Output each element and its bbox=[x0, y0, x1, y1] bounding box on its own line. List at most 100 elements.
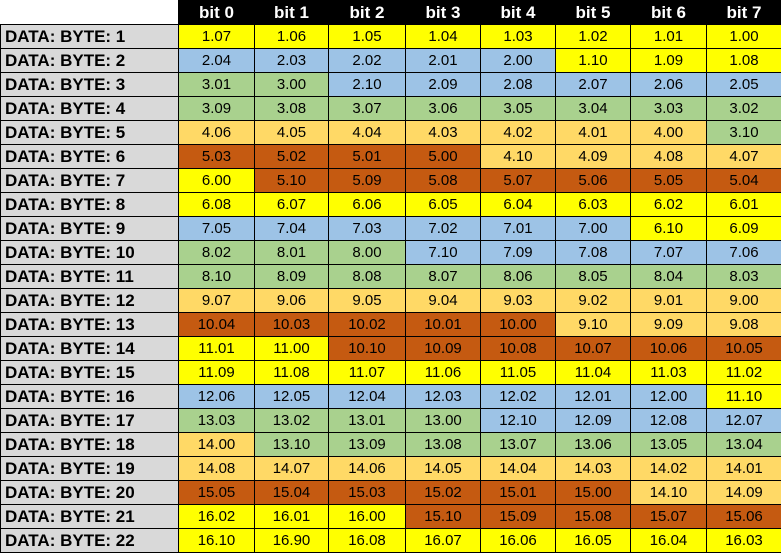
bit-cell: 5.00 bbox=[405, 144, 481, 169]
bit-cell: 9.01 bbox=[630, 288, 707, 313]
bit-cell: 8.04 bbox=[630, 264, 707, 289]
bit-cell: 8.05 bbox=[555, 264, 631, 289]
table-row: DATA: BYTE: 12 9.07 9.06 9.05 9.04 9.03 9.02 9.… bbox=[0, 288, 781, 313]
bit-cell: 11.10 bbox=[706, 384, 781, 409]
column-header-bit-5: bit 5 bbox=[555, 0, 631, 25]
table-row: DATA: BYTE: 14 11.01 11.00 10.10 10.09 10.08 1… bbox=[0, 336, 781, 361]
bit-cell: 12.09 bbox=[555, 408, 631, 433]
table-row: DATA: BYTE: 15 11.09 11.08 11.07 11.06 11.05 1… bbox=[0, 360, 781, 385]
bit-cell: 3.09 bbox=[178, 96, 255, 121]
bit-cell: 13.01 bbox=[328, 408, 406, 433]
bit-cell: 6.08 bbox=[178, 192, 255, 217]
column-header-bit-1: bit 1 bbox=[254, 0, 329, 25]
row-label: DATA: BYTE: 21 bbox=[0, 504, 179, 529]
bit-cell: 9.02 bbox=[555, 288, 631, 313]
bit-cell: 15.00 bbox=[555, 480, 631, 505]
bit-cell: 11.05 bbox=[480, 360, 556, 385]
bit-cell: 2.05 bbox=[706, 72, 781, 97]
bit-cell: 11.06 bbox=[405, 360, 481, 385]
bit-cell: 16.10 bbox=[178, 528, 255, 553]
bit-cell: 8.03 bbox=[706, 264, 781, 289]
table-row: DATA: BYTE: 5 4.06 4.05 4.04 4.03 4.02 4.01 4.0… bbox=[0, 120, 781, 145]
bit-cell: 7.07 bbox=[630, 240, 707, 265]
bit-cell: 2.08 bbox=[480, 72, 556, 97]
bit-cell: 4.08 bbox=[630, 144, 707, 169]
bit-cell: 8.08 bbox=[328, 264, 406, 289]
row-label: DATA: BYTE: 11 bbox=[0, 264, 179, 289]
bit-cell: 12.06 bbox=[178, 384, 255, 409]
bit-cell: 9.07 bbox=[178, 288, 255, 313]
table-row: DATA: BYTE: 19 14.08 14.07 14.06 14.05 14.04 1… bbox=[0, 456, 781, 481]
row-label: DATA: BYTE: 3 bbox=[0, 72, 179, 97]
bit-cell: 8.00 bbox=[328, 240, 406, 265]
bit-cell: 2.03 bbox=[254, 48, 329, 73]
bit-cell: 13.03 bbox=[178, 408, 255, 433]
bit-cell: 2.10 bbox=[328, 72, 406, 97]
row-label: DATA: BYTE: 14 bbox=[0, 336, 179, 361]
table-row: DATA: BYTE: 21 16.02 16.01 16.00 15.10 15.09 1… bbox=[0, 504, 781, 529]
bit-cell: 3.07 bbox=[328, 96, 406, 121]
bit-cell: 15.08 bbox=[555, 504, 631, 529]
row-label: DATA: BYTE: 12 bbox=[0, 288, 179, 313]
bit-cell: 5.03 bbox=[178, 144, 255, 169]
bit-cell: 8.09 bbox=[254, 264, 329, 289]
bit-cell: 2.00 bbox=[480, 48, 556, 73]
row-label: DATA: BYTE: 2 bbox=[0, 48, 179, 73]
bit-cell: 3.05 bbox=[480, 96, 556, 121]
bit-cell: 14.05 bbox=[405, 456, 481, 481]
bit-cell: 1.08 bbox=[706, 48, 781, 73]
bit-cell: 3.10 bbox=[706, 120, 781, 145]
bit-cell: 15.07 bbox=[630, 504, 707, 529]
bit-cell: 12.04 bbox=[328, 384, 406, 409]
bit-cell: 13.04 bbox=[706, 432, 781, 457]
bit-cell: 10.00 bbox=[480, 312, 556, 337]
table-row: DATA: BYTE: 1 1.07 1.06 1.05 1.04 1.03 1.02 1.0… bbox=[0, 24, 781, 49]
table-row: DATA: BYTE: 10 8.02 8.01 8.00 7.10 7.09 7.08 7.… bbox=[0, 240, 781, 265]
table-row: DATA: BYTE: 8 6.08 6.07 6.06 6.05 6.04 6.03 6.0… bbox=[0, 192, 781, 217]
bit-cell: 7.02 bbox=[405, 216, 481, 241]
bit-cell: 6.04 bbox=[480, 192, 556, 217]
bit-cell: 13.06 bbox=[555, 432, 631, 457]
bit-cell: 15.01 bbox=[480, 480, 556, 505]
table-row: DATA: BYTE: 11 8.10 8.09 8.08 8.07 8.06 8.05 8.… bbox=[0, 264, 781, 289]
bit-cell: 16.00 bbox=[328, 504, 406, 529]
bit-cell: 4.02 bbox=[480, 120, 556, 145]
bit-cell: 13.05 bbox=[630, 432, 707, 457]
bit-cell: 6.10 bbox=[630, 216, 707, 241]
bit-cell: 16.08 bbox=[328, 528, 406, 553]
column-header-bit-7: bit 7 bbox=[706, 0, 781, 25]
header-row: bit 0 bit 1 bit 2 bit 3 bit 4 bit 5 bit 6 bit 7 bbox=[0, 0, 781, 25]
bit-cell: 10.01 bbox=[405, 312, 481, 337]
bit-cell: 4.05 bbox=[254, 120, 329, 145]
row-label: DATA: BYTE: 20 bbox=[0, 480, 179, 505]
bit-cell: 1.03 bbox=[480, 24, 556, 49]
table-row: DATA: BYTE: 3 3.01 3.00 2.10 2.09 2.08 2.07 2.0… bbox=[0, 72, 781, 97]
bit-cell: 11.08 bbox=[254, 360, 329, 385]
bit-cell: 11.04 bbox=[555, 360, 631, 385]
bit-cell: 7.10 bbox=[405, 240, 481, 265]
row-label: DATA: BYTE: 10 bbox=[0, 240, 179, 265]
bit-cell: 3.00 bbox=[254, 72, 329, 97]
bit-cell: 9.08 bbox=[706, 312, 781, 337]
bit-cell: 13.08 bbox=[405, 432, 481, 457]
bit-cell: 12.05 bbox=[254, 384, 329, 409]
bit-cell: 1.06 bbox=[254, 24, 329, 49]
bit-cell: 8.01 bbox=[254, 240, 329, 265]
bit-cell: 12.10 bbox=[480, 408, 556, 433]
column-header-bit-6: bit 6 bbox=[630, 0, 707, 25]
bit-cell: 7.05 bbox=[178, 216, 255, 241]
bit-cell: 11.03 bbox=[630, 360, 707, 385]
bit-cell: 4.04 bbox=[328, 120, 406, 145]
row-label: DATA: BYTE: 16 bbox=[0, 384, 179, 409]
row-label: DATA: BYTE: 4 bbox=[0, 96, 179, 121]
bit-cell: 9.00 bbox=[706, 288, 781, 313]
column-header-bit-3: bit 3 bbox=[405, 0, 481, 25]
bit-cell: 6.00 bbox=[178, 168, 255, 193]
bit-cell: 10.02 bbox=[328, 312, 406, 337]
bit-cell: 4.07 bbox=[706, 144, 781, 169]
bit-cell: 5.08 bbox=[405, 168, 481, 193]
bit-cell: 2.02 bbox=[328, 48, 406, 73]
bit-cell: 9.03 bbox=[480, 288, 556, 313]
bit-cell: 1.09 bbox=[630, 48, 707, 73]
bit-cell: 16.01 bbox=[254, 504, 329, 529]
